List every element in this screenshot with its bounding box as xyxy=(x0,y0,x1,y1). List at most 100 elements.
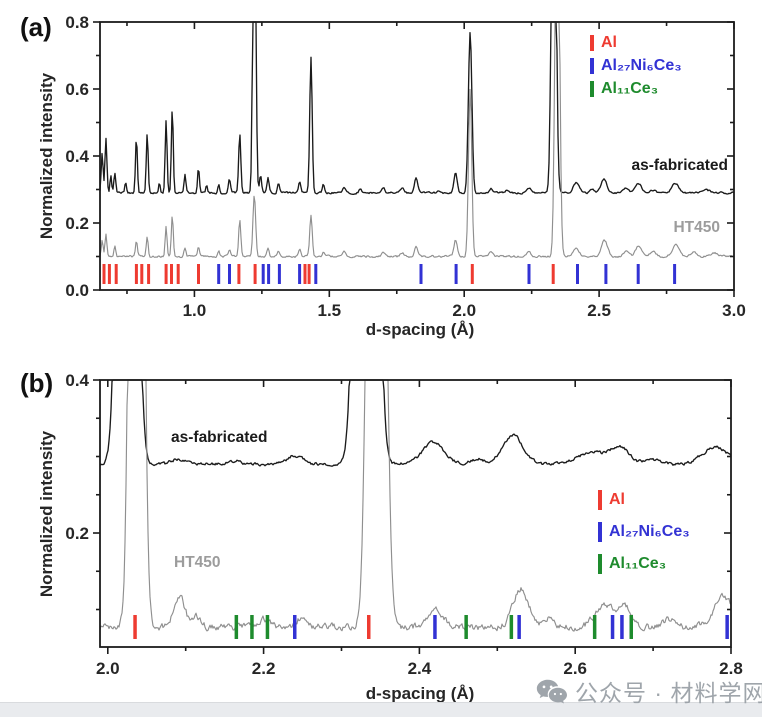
phase-tick-Al₂₇Ni₆Ce₃ xyxy=(293,615,297,639)
x-tick-label: 2.0 xyxy=(96,659,120,678)
phase-tick-Al₁₁Ce₃ xyxy=(234,615,239,639)
wechat-icon xyxy=(536,679,567,703)
legend-label-al: Al xyxy=(609,491,625,508)
phase-tick-Al xyxy=(197,264,200,284)
watermark: 公众号 · 材料学网 xyxy=(536,674,762,708)
x-tick-label: 2.6 xyxy=(563,659,587,678)
al27ni6ce3-marker-swatch xyxy=(590,57,594,74)
panel-a-as-fabricated-label: as-fabricated xyxy=(631,157,728,174)
x-tick-label: 2.5 xyxy=(587,301,611,320)
panel-b-y-axis-title: Normalized intensity xyxy=(37,430,56,598)
legend-item-al27ni6ce3: Al₂₇Ni₆Ce₃ xyxy=(590,54,682,77)
al27ni6ce3-marker-swatch xyxy=(598,522,602,542)
trace-as-fabricated-panel-b xyxy=(99,379,732,467)
phase-tick-Al₂₇Ni₆Ce₃ xyxy=(314,264,318,284)
phase-tick-Al₁₁Ce₃ xyxy=(629,615,633,639)
al-marker-swatch xyxy=(598,490,602,510)
panel-a-y-axis-title: Normalized intensity xyxy=(37,72,56,240)
x-tick-label: 2.0 xyxy=(452,301,476,320)
trace-as-fabricated-panel-a xyxy=(99,21,735,195)
y-tick-label: 0.2 xyxy=(65,524,89,543)
y-tick-label: 0.6 xyxy=(65,80,89,99)
phase-tick-Al₂₇Ni₆Ce₃ xyxy=(604,264,608,284)
axis-frame-panel-b xyxy=(99,379,732,648)
phase-tick-Al₂₇Ni₆Ce₃ xyxy=(217,264,221,284)
phase-tick-Al xyxy=(470,264,474,284)
phase-tick-Al₂₇Ni₆Ce₃ xyxy=(576,264,579,284)
phase-tick-Al xyxy=(170,264,173,284)
phase-tick-Al xyxy=(176,264,180,284)
phase-tick-Al xyxy=(164,264,168,284)
panel-a-phase-legend: Al Al₂₇Ni₆Ce₃ Al₁₁Ce₃ xyxy=(590,31,682,100)
x-tick-label: 1.0 xyxy=(183,301,207,320)
phase-tick-Al xyxy=(102,264,106,284)
x-tick-label: 2.4 xyxy=(408,659,432,678)
panel-a-x-axis-title: d-spacing (Å) xyxy=(365,320,475,339)
watermark-text: 公众号 · 材料学网 xyxy=(575,680,762,706)
panel-b-letter: (b) xyxy=(20,368,54,398)
panel-b-phase-legend: Al Al₂₇Ni₆Ce₃ Al₁₁Ce₃ xyxy=(598,484,690,580)
x-tick-label: 2.2 xyxy=(252,659,276,678)
phase-tick-Al₂₇Ni₆Ce₃ xyxy=(261,264,265,284)
y-tick-label: 0.8 xyxy=(65,13,89,32)
al11ce3-marker-swatch xyxy=(590,80,594,97)
x-tick-label: 3.0 xyxy=(722,301,746,320)
panel-a-letter: (a) xyxy=(20,12,52,42)
phase-tick-Al₂₇Ni₆Ce₃ xyxy=(267,264,271,284)
legend-label-al27ni6ce3: Al₂₇Ni₆Ce₃ xyxy=(601,56,682,74)
phase-tick-Al xyxy=(147,264,151,284)
trace-HT450-panel-a xyxy=(99,21,735,259)
phase-tick-Al xyxy=(253,264,257,284)
phase-tick-Al₂₇Ni₆Ce₃ xyxy=(620,615,624,639)
phase-tick-Al xyxy=(237,264,241,284)
al11ce3-marker-swatch xyxy=(598,554,602,574)
legend-label-al: Al xyxy=(601,33,617,51)
phase-tick-Al xyxy=(551,264,555,284)
phase-tick-Al₁₁Ce₃ xyxy=(464,615,468,639)
phase-tick-Al₂₇Ni₆Ce₃ xyxy=(277,264,281,284)
legend-item-al: Al xyxy=(590,31,682,54)
phase-tick-Al₂₇Ni₆Ce₃ xyxy=(419,264,423,284)
y-tick-label: 0.2 xyxy=(65,214,89,233)
y-tick-label: 0.4 xyxy=(65,147,89,166)
phase-tick-Al xyxy=(303,264,307,284)
phase-tick-Al₂₇Ni₆Ce₃ xyxy=(673,264,677,284)
phase-tick-Al₂₇Ni₆Ce₃ xyxy=(298,264,302,284)
y-tick-label: 0.4 xyxy=(65,371,89,390)
phase-tick-Al₂₇Ni₆Ce₃ xyxy=(517,615,521,639)
legend-label-al11ce3: Al₁₁Ce₃ xyxy=(601,79,659,97)
bottom-gray-strip xyxy=(0,702,762,717)
trace-HT450-panel-b xyxy=(99,379,732,632)
legend-item-al: Al xyxy=(598,484,690,516)
phase-tick-Al₂₇Ni₆Ce₃ xyxy=(433,615,437,639)
phase-tick-Al₂₇Ni₆Ce₃ xyxy=(454,264,458,284)
legend-item-al11ce3: Al₁₁Ce₃ xyxy=(598,548,690,580)
panel-b-x-axis-title: d-spacing (Å) xyxy=(365,684,475,703)
panel-b-as-fabricated-label: as-fabricated xyxy=(171,429,268,446)
panel-a-ht450-label: HT450 xyxy=(673,219,720,236)
al-marker-swatch xyxy=(590,34,594,51)
phase-tick-Al₁₁Ce₃ xyxy=(592,615,597,639)
legend-item-al11ce3: Al₁₁Ce₃ xyxy=(590,77,682,100)
y-tick-label: 0.0 xyxy=(65,281,89,300)
legend-label-al11ce3: Al₁₁Ce₃ xyxy=(609,555,667,572)
panel-b-ht450-label: HT450 xyxy=(174,554,221,571)
phase-tick-Al xyxy=(140,264,144,284)
phase-tick-Al₁₁Ce₃ xyxy=(509,615,514,639)
phase-tick-Al xyxy=(114,264,118,284)
phase-tick-Al₂₇Ni₆Ce₃ xyxy=(636,264,640,284)
phase-tick-Al xyxy=(367,615,371,639)
phase-tick-Al₁₁Ce₃ xyxy=(250,615,254,639)
phase-tick-Al₂₇Ni₆Ce₃ xyxy=(527,264,531,284)
phase-tick-Al xyxy=(134,264,138,284)
legend-label-al27ni6ce3: Al₂₇Ni₆Ce₃ xyxy=(609,523,690,540)
phase-tick-Al₂₇Ni₆Ce₃ xyxy=(610,615,615,639)
x-tick-label: 1.5 xyxy=(317,301,341,320)
phase-tick-Al₂₇Ni₆Ce₃ xyxy=(725,615,729,639)
phase-tick-Al xyxy=(307,264,311,284)
phase-tick-Al₁₁Ce₃ xyxy=(265,615,270,639)
phase-tick-Al xyxy=(133,615,137,639)
x-tick-label: 2.8 xyxy=(719,659,743,678)
